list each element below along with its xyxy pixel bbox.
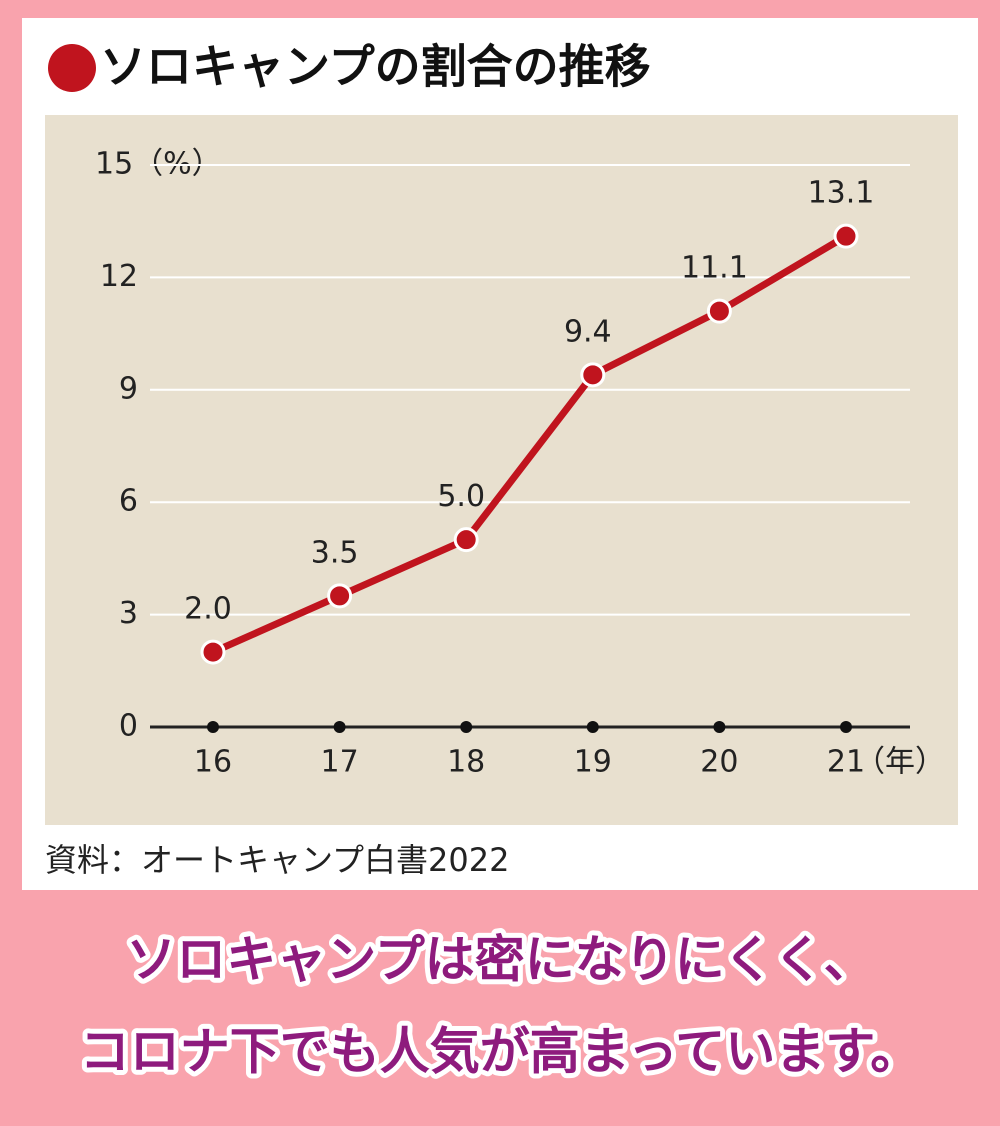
caption: コロナ下でも人気が高まっています。: [80, 1023, 921, 1081]
point: [327, 583, 353, 609]
data-label: 2.0: [184, 592, 232, 627]
x-tick-dot: [586, 721, 599, 733]
y-tick-label: 12: [100, 259, 138, 294]
plot-area: [45, 115, 958, 825]
y-tick-label: 6: [119, 484, 138, 519]
x-axis-unit: （年）: [855, 745, 945, 780]
caption: ソロキャンプは密になりにくく、: [126, 931, 874, 989]
point: [200, 639, 226, 665]
title-bullet: [48, 44, 96, 92]
chart-title: ソロキャンプの割合の推移: [100, 40, 651, 94]
y-tick-label: 0: [119, 709, 138, 744]
x-tick-label: 16: [194, 745, 232, 780]
data-label: 13.1: [808, 176, 875, 211]
data-label: 5.0: [437, 479, 485, 514]
x-tick-dot: [713, 721, 726, 733]
point: [833, 223, 859, 249]
x-tick-label: 21: [827, 745, 865, 780]
y-tick-label: 9: [119, 371, 138, 406]
point: [580, 362, 606, 388]
x-tick-label: 18: [447, 745, 485, 780]
x-tick-label: 19: [574, 745, 612, 780]
data-label: 11.1: [681, 251, 748, 286]
x-tick-label: 20: [700, 745, 738, 780]
data-label: 3.5: [311, 535, 359, 570]
point: [706, 298, 732, 324]
x-tick-dot: [460, 721, 473, 733]
x-tick-dot: [207, 721, 219, 733]
y-tick-label: 3: [119, 596, 138, 631]
x-tick-dot: [333, 721, 346, 733]
x-tick-label: 17: [321, 745, 359, 780]
x-tick-dot: [840, 721, 852, 733]
data-label: 9.4: [564, 314, 612, 349]
source: 資料：オートキャンプ白書2022: [45, 841, 509, 879]
line: [211, 233, 848, 656]
point: [453, 527, 479, 553]
